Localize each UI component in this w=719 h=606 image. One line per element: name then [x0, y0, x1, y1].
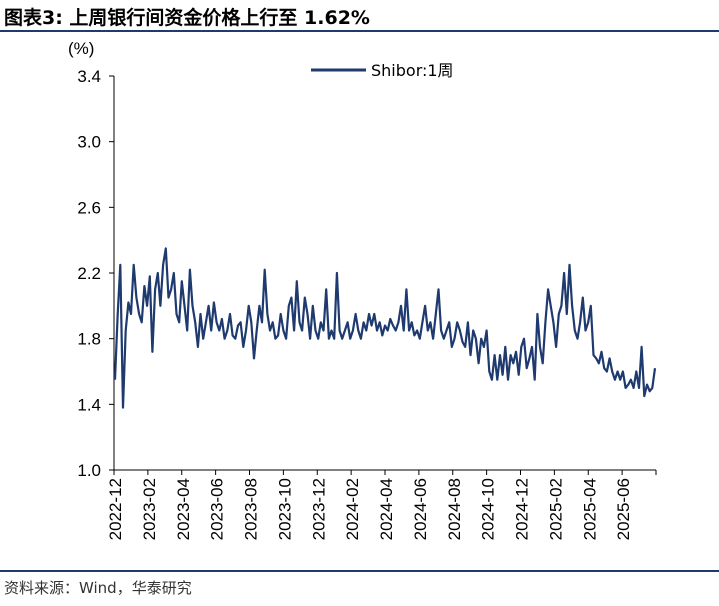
x-tick-label: 2022-12 [106, 478, 125, 540]
x-tick-label: 2023-06 [208, 478, 227, 540]
y-tick-label: 2.6 [77, 198, 101, 217]
title-bar: 图表3: 上周银行间资金价格上行至 1.62% [0, 0, 719, 30]
x-tick-label: 2023-02 [140, 478, 159, 540]
series-layer [113, 247, 657, 409]
y-tick-label: 1.8 [77, 330, 101, 349]
x-axis: 2022-12 2023-02 2023-04 2023-06 2023-08 2023-… [106, 470, 657, 540]
source-note: 资料来源：Wind，华泰研究 [4, 579, 192, 597]
line-chart: (%) 1.0 1.4 1.8 2.2 2.6 3.0 3.4 2022-12 2023-02… [68, 39, 657, 540]
y-tick-label: 1.0 [77, 461, 101, 480]
y-tick-label: 1.4 [77, 395, 101, 414]
y-tick-label: 3.4 [77, 67, 101, 86]
x-tick-label: 2024-06 [411, 478, 430, 540]
chart-title: 图表3: 上周银行间资金价格上行至 1.62% [4, 7, 370, 29]
x-tick-label: 2023-12 [309, 478, 328, 540]
axes-frame [113, 76, 656, 471]
x-tick-label: 2025-02 [546, 478, 565, 540]
x-tick-label: 2024-02 [343, 478, 362, 540]
top-rule [0, 30, 719, 32]
x-tick-label: 2023-04 [174, 478, 193, 540]
x-tick-label: 2025-06 [614, 478, 633, 540]
legend-label: Shibor:1周 [371, 61, 454, 80]
y-axis: 1.0 1.4 1.8 2.2 2.6 3.0 3.4 [77, 67, 114, 480]
series-line [113, 247, 657, 409]
bottom-rule [0, 570, 719, 572]
x-tick-label: 2024-08 [445, 478, 464, 540]
y-tick-label: 3.0 [77, 133, 101, 152]
x-tick-label: 2025-04 [580, 478, 599, 540]
x-tick-label: 2023-10 [275, 478, 294, 540]
x-tick-label: 2024-12 [513, 478, 532, 540]
y-tick-label: 2.2 [77, 264, 101, 283]
x-tick-label: 2023-08 [242, 478, 261, 540]
y-unit-label: (%) [68, 39, 94, 58]
x-tick-label: 2024-04 [377, 478, 396, 540]
legend: Shibor:1周 [311, 61, 454, 80]
x-tick-label: 2024-10 [479, 478, 498, 540]
